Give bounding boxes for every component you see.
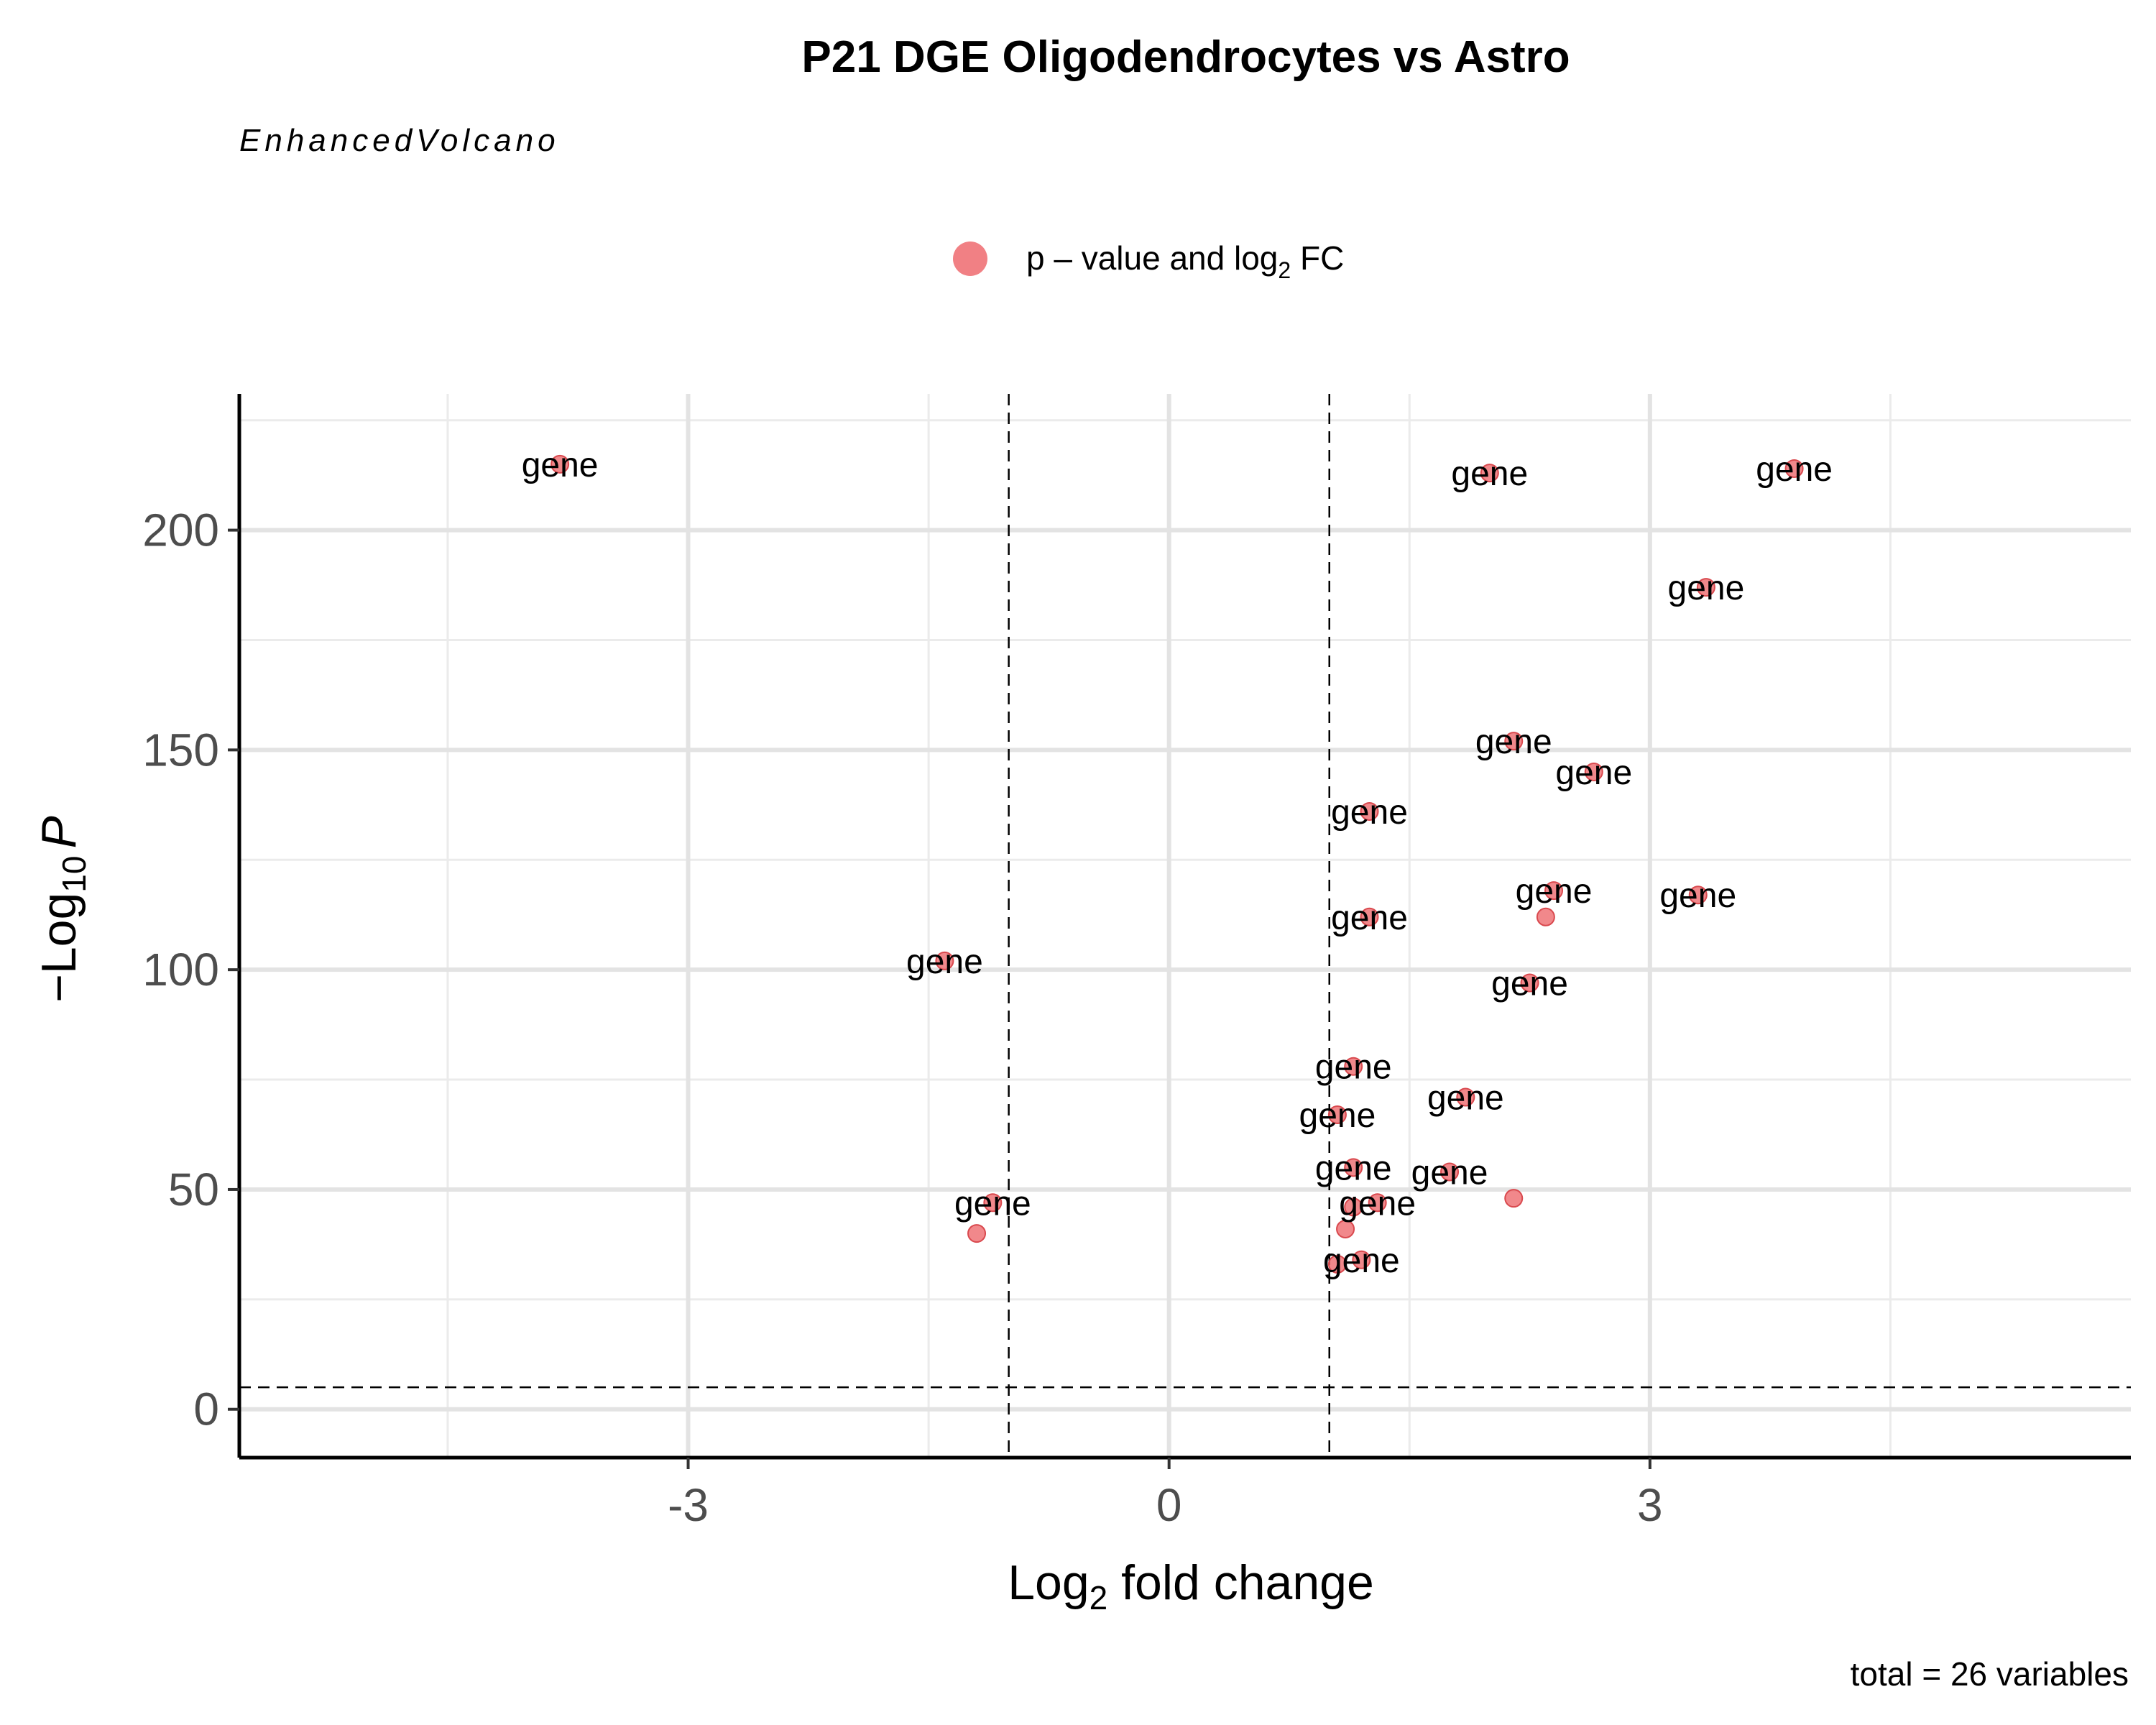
- cutoff-lines: [239, 394, 2131, 1458]
- data-point: [1368, 1193, 1387, 1213]
- point-label: gene: [1756, 451, 1833, 489]
- point-label: gene: [1451, 455, 1528, 493]
- data-points: [550, 454, 1804, 1274]
- point-label: gene: [1331, 794, 1408, 832]
- point-label: gene: [1668, 569, 1745, 607]
- data-point: [1344, 1197, 1363, 1217]
- legend: p – value and log2 FC: [953, 239, 1344, 283]
- y-tick-label: 150: [142, 724, 219, 776]
- legend-label: p – value and log2 FC: [1026, 239, 1344, 283]
- y-tick-label: 0: [193, 1384, 219, 1435]
- data-point: [983, 1193, 1003, 1213]
- data-point: [1344, 1158, 1363, 1177]
- data-point: [1327, 1254, 1347, 1274]
- x-axis-title-sub: 2: [1089, 1579, 1108, 1616]
- x-axis-title-base: Log: [1008, 1555, 1089, 1610]
- legend-label-sub: 2: [1278, 257, 1291, 283]
- point-label: gene: [1331, 899, 1408, 937]
- point-label: gene: [1339, 1184, 1416, 1223]
- y-axis-title-italic: P: [32, 816, 86, 848]
- data-point: [1480, 464, 1499, 483]
- point-label: gene: [1516, 873, 1593, 911]
- tick-labels: -3 0 3 0 50 100 150 200: [142, 505, 1662, 1531]
- point-label: gene: [1299, 1097, 1376, 1135]
- point-label: gene: [1315, 1049, 1392, 1087]
- x-tick-label: -3: [668, 1479, 709, 1531]
- point-label: gene: [1411, 1154, 1488, 1192]
- chart-subtitle: EnhancedVolcano: [239, 123, 560, 158]
- data-point: [935, 951, 954, 970]
- y-tick-label: 100: [142, 944, 219, 995]
- data-point: [1456, 1087, 1475, 1107]
- chart-title: P21 DGE Oligodendrocytes vs Astro: [801, 32, 1570, 82]
- data-point: [1696, 578, 1715, 597]
- caption: total = 26 variables: [1851, 1655, 2129, 1693]
- y-axis-title-prefix: −Log: [32, 893, 86, 1003]
- x-axis-title: Log2 fold change: [1008, 1555, 1374, 1616]
- data-point: [1584, 762, 1603, 781]
- data-point: [1504, 1189, 1524, 1208]
- point-label: gene: [522, 446, 599, 484]
- x-axis-title-rest: fold change: [1107, 1555, 1374, 1610]
- point-label: gene: [1659, 877, 1736, 915]
- point-label: gene: [1491, 965, 1568, 1003]
- data-point: [967, 1224, 987, 1243]
- point-label: gene: [1427, 1080, 1504, 1118]
- data-point: [1360, 907, 1379, 926]
- data-point: [550, 454, 570, 474]
- grid-lines: [239, 394, 2131, 1458]
- y-tick-label: 50: [168, 1164, 219, 1215]
- point-label: gene: [1555, 754, 1632, 792]
- data-point: [1336, 1219, 1355, 1238]
- x-tick-label: 3: [1637, 1479, 1663, 1531]
- data-point: [1520, 973, 1539, 993]
- y-axis-title: −Log10 P: [32, 816, 93, 1003]
- legend-label-base: p – value and log: [1026, 239, 1278, 277]
- point-label: gene: [1315, 1149, 1392, 1187]
- data-point: [1327, 1105, 1347, 1124]
- data-point: [1784, 459, 1804, 478]
- data-point: [1360, 801, 1379, 821]
- data-point: [1352, 1250, 1371, 1269]
- data-point: [1504, 732, 1524, 751]
- x-tick-label: 0: [1156, 1479, 1182, 1531]
- data-point: [1544, 881, 1564, 901]
- y-tick-label: 200: [142, 505, 219, 556]
- legend-marker: [953, 242, 987, 276]
- point-label: gene: [1323, 1242, 1400, 1280]
- legend-label-rest: FC: [1291, 239, 1344, 277]
- data-point: [1440, 1162, 1460, 1182]
- point-label: gene: [1475, 723, 1552, 761]
- y-axis-title-sub: 10: [55, 856, 93, 893]
- data-point: [1344, 1057, 1363, 1076]
- point-label: gene: [954, 1184, 1031, 1223]
- axes: [237, 394, 2131, 1460]
- data-point: [1688, 886, 1708, 905]
- point-label: gene: [906, 943, 983, 981]
- data-point: [1536, 907, 1555, 926]
